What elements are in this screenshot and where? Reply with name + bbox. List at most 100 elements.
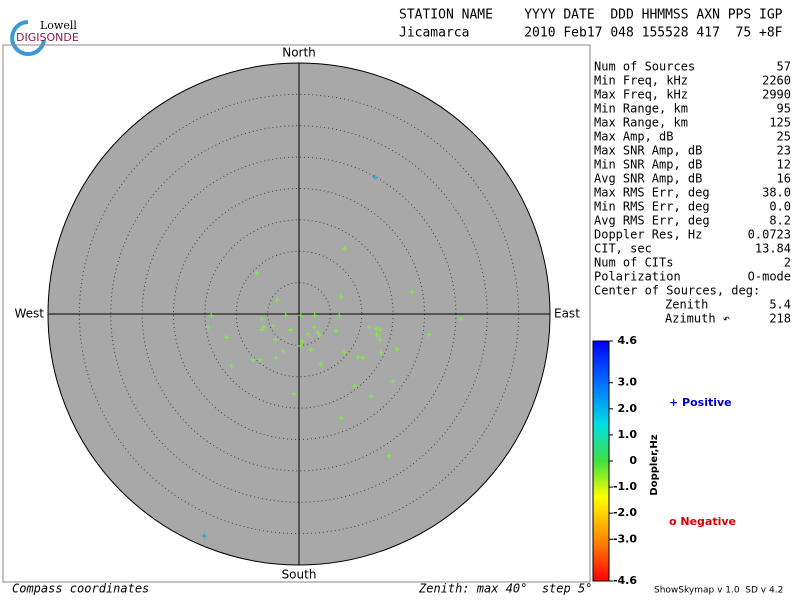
stat-value: 13.84 [755,242,791,256]
source-point [297,343,303,349]
colorbar-tick-label: -2.0 [613,506,637,519]
source-point [259,316,265,322]
source-point [205,324,211,330]
center-label: Azimuth ↶ [665,312,730,326]
stat-label: Num of Sources [594,60,695,74]
source-point [378,350,384,356]
source-point [280,348,286,354]
logo-bottom: DIGISONDE [16,31,79,44]
source-point [315,330,321,336]
colorbar-tick-label: 0 [629,454,637,467]
direction-label: West [14,307,44,321]
source-point [409,289,415,295]
source-point [223,334,229,340]
source-point [377,337,383,343]
source-point [250,357,256,363]
stat-label: Max Freq, kHz [594,88,688,102]
stat-value: 57 [777,60,791,74]
stat-label: Max Range, km [594,116,688,130]
source-point [333,328,339,334]
stat-value: 0.0 [769,200,791,214]
source-point [426,332,432,338]
center-value: 218 [769,312,791,326]
stat-value: 2990 [762,88,791,102]
stat-label: Min Range, km [594,102,688,116]
source-point [312,312,318,318]
source-point [374,332,380,338]
source-point [228,363,234,369]
source-point [254,270,260,276]
stat-label: CIT, sec [594,242,652,256]
plot-frame [2,44,591,583]
source-point [366,324,372,330]
stat-value: 2260 [762,74,791,88]
stat-value: 16 [777,172,791,186]
stat-label: Max RMS Err, deg [594,186,710,200]
source-point [342,246,348,252]
stat-label: Min SNR Amp, dB [594,158,702,172]
source-point [201,533,207,539]
source-point [338,294,344,300]
stat-label: Doppler Res, Hz [594,228,702,242]
stat-value: 12 [777,158,791,172]
source-point [386,453,392,459]
stat-value: 25 [777,130,791,144]
source-point [318,361,324,367]
colorbar-tick-label: -3.0 [613,532,637,545]
source-point [259,327,265,333]
stat-value: O-mode [748,270,791,284]
source-point [208,312,214,318]
source-point [352,383,358,389]
source-point [372,174,378,180]
source-point [274,297,280,303]
colorbar-tick-label: 3.0 [618,376,638,389]
stat-label: Max Amp, dB [594,130,673,144]
source-point [273,355,279,361]
source-point [305,331,311,337]
colorbar-tick-label: 4.6 [618,334,638,347]
header-line: Jicamarca 2010 Feb17 048 155528 417 75 +… [399,26,783,41]
footer-right: ShowSkymap v 1.0 SD v 4.2 [654,586,783,596]
colorbar-tick-label: 1.0 [618,428,638,441]
source-point [390,379,396,385]
stat-value: 23 [777,144,791,158]
header-line: STATION NAME YYYY DATE DDD HHMMSS AXN PP… [399,8,783,23]
source-point [368,393,374,399]
direction-label: North [282,46,316,60]
colorbar-title: Doppler,Hz [649,434,660,495]
source-point [458,316,464,322]
source-point [291,391,297,397]
stat-label: Max SNR Amp, dB [594,144,702,158]
source-point [360,355,366,361]
stat-value: 8.2 [769,214,791,228]
center-title: Center of Sources, deg: [594,284,760,298]
stat-label: Polarization [594,270,681,284]
colorbar-tick-label: -4.6 [613,574,637,587]
stat-value: 38.0 [762,186,791,200]
colorbar-tick-label: 2.0 [618,402,638,415]
direction-label: South [282,568,317,582]
direction-label: East [554,307,580,321]
source-point [298,312,304,318]
source-point [377,327,383,333]
stat-label: Avg SNR Amp, dB [594,172,702,186]
stat-label: Min Freq, kHz [594,74,688,88]
stat-label: Num of CITs [594,256,673,270]
source-point [287,327,293,333]
logo-swirl [10,20,46,56]
source-point [308,347,314,353]
source-point [257,357,263,363]
stat-value: 0.0723 [748,228,791,242]
source-point [270,323,276,329]
source-point [341,349,347,355]
source-point [299,338,305,344]
footer-middle: Zenith: max 40° step 5° [418,582,592,596]
source-point [394,346,400,352]
legend-negative: o Negative [669,515,736,528]
stat-label: Avg RMS Err, deg [594,214,710,228]
footer-left: Compass coordinates [12,582,149,596]
source-point [336,312,342,318]
center-label: Zenith [665,298,708,312]
stat-value: 95 [777,102,791,116]
